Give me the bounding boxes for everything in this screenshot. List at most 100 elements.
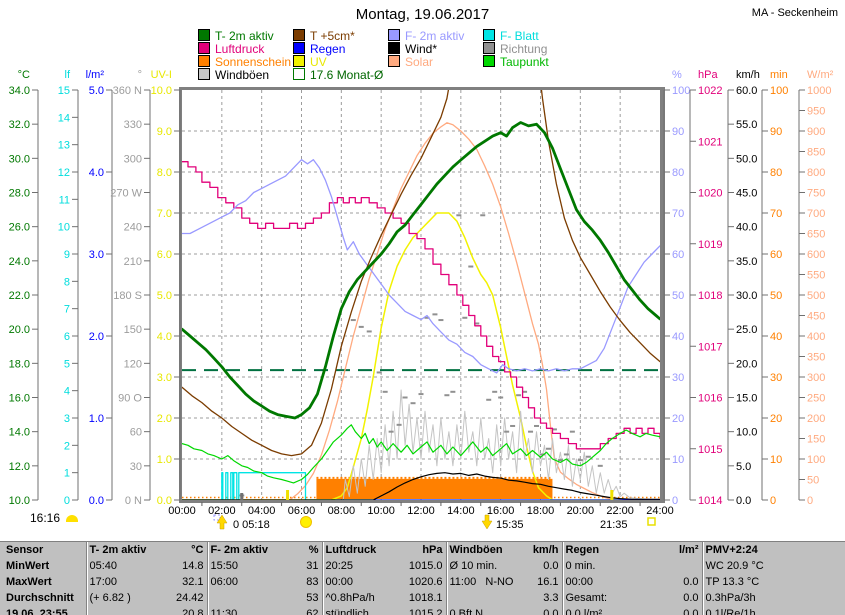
stat-column-header: T- 2m aktiv bbox=[85, 541, 152, 558]
svg-text:8: 8 bbox=[64, 276, 70, 288]
stat-row-label: Durchschnitt bbox=[6, 592, 74, 604]
legend-item-t-5cm-[interactable]: T +5cm* bbox=[293, 29, 355, 42]
svg-text:40: 40 bbox=[672, 331, 684, 343]
stat-row-label: 19.06 23:55 bbox=[6, 608, 68, 615]
legend-item-taupunkt[interactable]: Taupunkt bbox=[483, 55, 549, 69]
svg-text:1.0: 1.0 bbox=[157, 454, 172, 466]
time-tick-label: 24:00 bbox=[646, 505, 674, 517]
svg-text:30.0: 30.0 bbox=[9, 153, 30, 165]
svg-text:4.0: 4.0 bbox=[89, 167, 104, 179]
svg-text:6.0: 6.0 bbox=[157, 249, 172, 261]
svg-text:0.0: 0.0 bbox=[89, 495, 104, 507]
legend-item-f-2m-aktiv[interactable]: F- 2m aktiv bbox=[388, 29, 464, 42]
axis-solar: W/m² 0 50 100 150 200 250 300 350 400 450 500 550 600… bbox=[798, 69, 834, 507]
station-label: MA - Seckenheim bbox=[751, 7, 838, 19]
stat-value: 53 bbox=[306, 592, 319, 604]
sun-icon bbox=[66, 515, 79, 522]
legend-item-windb-en[interactable]: Windböen bbox=[198, 68, 269, 81]
svg-text:90 O: 90 O bbox=[118, 393, 142, 405]
gray-tick bbox=[240, 493, 244, 500]
svg-text:20: 20 bbox=[770, 413, 782, 425]
svg-text:330: 330 bbox=[124, 119, 142, 131]
stat-time: (+ 6.82 ) bbox=[85, 590, 152, 606]
stat-value: 16.1 bbox=[537, 576, 559, 588]
svg-text:100: 100 bbox=[770, 85, 788, 97]
series-luftdruck bbox=[182, 161, 660, 450]
legend-item-regen[interactable]: Regen bbox=[293, 42, 345, 55]
time-axis: 00:00 02:00 04:00 06:00 08:00 10:00 12:00 14:00… bbox=[168, 502, 674, 517]
time-tick-label: 08:00 bbox=[328, 505, 356, 517]
stat-time: 06:00 bbox=[206, 574, 269, 590]
time-tick-label: 16:00 bbox=[487, 505, 515, 517]
legend-item-t-2m-aktiv[interactable]: T- 2m aktiv bbox=[198, 29, 274, 42]
stats-table: Sensor T- 2m aktiv °C F- 2m aktiv% Luftdruck… bbox=[0, 541, 845, 615]
svg-text:90: 90 bbox=[672, 126, 684, 138]
svg-text:35.0: 35.0 bbox=[736, 256, 757, 268]
svg-text:12.0: 12.0 bbox=[9, 461, 30, 473]
sunrise-tick bbox=[286, 490, 290, 500]
stat-column-unit: % bbox=[308, 544, 319, 556]
series-windboeen bbox=[182, 389, 660, 501]
stat-time: 00:00 bbox=[561, 574, 644, 590]
time-tick-label: 10:00 bbox=[367, 505, 395, 517]
axis-pres: hPa 1014 1015 1016 1017 1018 1019 1020 1021 1022 bbox=[689, 69, 722, 507]
svg-text:32.0: 32.0 bbox=[9, 119, 30, 131]
stat-time: 11:30 bbox=[206, 606, 269, 615]
svg-text:10: 10 bbox=[58, 222, 70, 234]
stat-value: 62 bbox=[306, 608, 319, 615]
spacer-cell bbox=[794, 606, 845, 615]
legend-item-solar[interactable]: Solar bbox=[388, 55, 433, 68]
legend-swatch bbox=[293, 42, 305, 54]
svg-text:1022: 1022 bbox=[698, 85, 722, 97]
legend-item-luftdruck[interactable]: Luftdruck bbox=[198, 42, 264, 55]
legend-label: UV bbox=[310, 55, 327, 69]
legend-swatch bbox=[293, 68, 305, 80]
legend-item-17-6-monat-[interactable]: 17.6 Monat-Ø bbox=[293, 68, 383, 81]
weather-chart: °C10.012.014.016.018.020.022.024.026.028… bbox=[9, 69, 834, 531]
svg-text:2.0: 2.0 bbox=[89, 331, 104, 343]
stat-time: stündlich bbox=[321, 606, 388, 615]
stat-column-header: PMV+2:24 bbox=[701, 541, 794, 558]
svg-text:10: 10 bbox=[770, 454, 782, 466]
axis-unit-rain: l/m² bbox=[86, 69, 105, 81]
svg-text:7: 7 bbox=[64, 304, 70, 316]
svg-text:10.0: 10.0 bbox=[151, 85, 172, 97]
spacer-cell bbox=[794, 542, 845, 559]
svg-text:30.0: 30.0 bbox=[736, 290, 757, 302]
legend-label: Taupunkt bbox=[500, 55, 549, 69]
svg-text:0: 0 bbox=[64, 495, 70, 507]
spacer-cell bbox=[794, 558, 845, 574]
stat-column-header: Windböen bbox=[445, 541, 520, 558]
stat-time bbox=[206, 590, 269, 606]
time-tick-label: 04:00 bbox=[248, 505, 276, 517]
legend-item-f-blatt[interactable]: F- Blatt bbox=[483, 29, 539, 42]
svg-text:50: 50 bbox=[770, 290, 782, 302]
stat-value: 20.8 bbox=[182, 608, 204, 615]
series-t5cm bbox=[182, 89, 660, 457]
axis-hum: % 0 10 20 30 40 50 60 70 80 90 100 bbox=[663, 69, 690, 507]
legend-item-wind-[interactable]: Wind* bbox=[388, 42, 437, 55]
svg-text:20: 20 bbox=[672, 413, 684, 425]
svg-text:2: 2 bbox=[64, 440, 70, 452]
legend-item-uv[interactable]: UV bbox=[293, 55, 327, 69]
svg-text:0: 0 bbox=[770, 495, 776, 507]
stat-column-unit: hPa bbox=[422, 544, 443, 556]
svg-text:11: 11 bbox=[59, 194, 70, 206]
svg-text:400: 400 bbox=[807, 331, 825, 343]
svg-text:15: 15 bbox=[58, 85, 70, 97]
svg-text:1020: 1020 bbox=[698, 188, 722, 200]
axis-rain: l/m² 0.0 1.0 2.0 3.0 4.0 5.0 bbox=[86, 69, 113, 507]
stat-time bbox=[445, 590, 520, 606]
stat-time: Ø 10 min. bbox=[445, 558, 520, 574]
stat-value: 0.0 bbox=[683, 608, 699, 615]
legend-item-sonnenschein[interactable]: Sonnenschein bbox=[198, 55, 291, 68]
svg-text:0: 0 bbox=[672, 495, 678, 507]
legend-item-richtung[interactable]: Richtung bbox=[483, 42, 547, 55]
series-solar bbox=[182, 122, 660, 501]
svg-text:70: 70 bbox=[770, 208, 782, 220]
svg-text:300: 300 bbox=[807, 372, 825, 384]
svg-text:3.0: 3.0 bbox=[89, 249, 104, 261]
svg-text:24.0: 24.0 bbox=[9, 256, 30, 268]
stat-value: 83 bbox=[306, 576, 319, 588]
